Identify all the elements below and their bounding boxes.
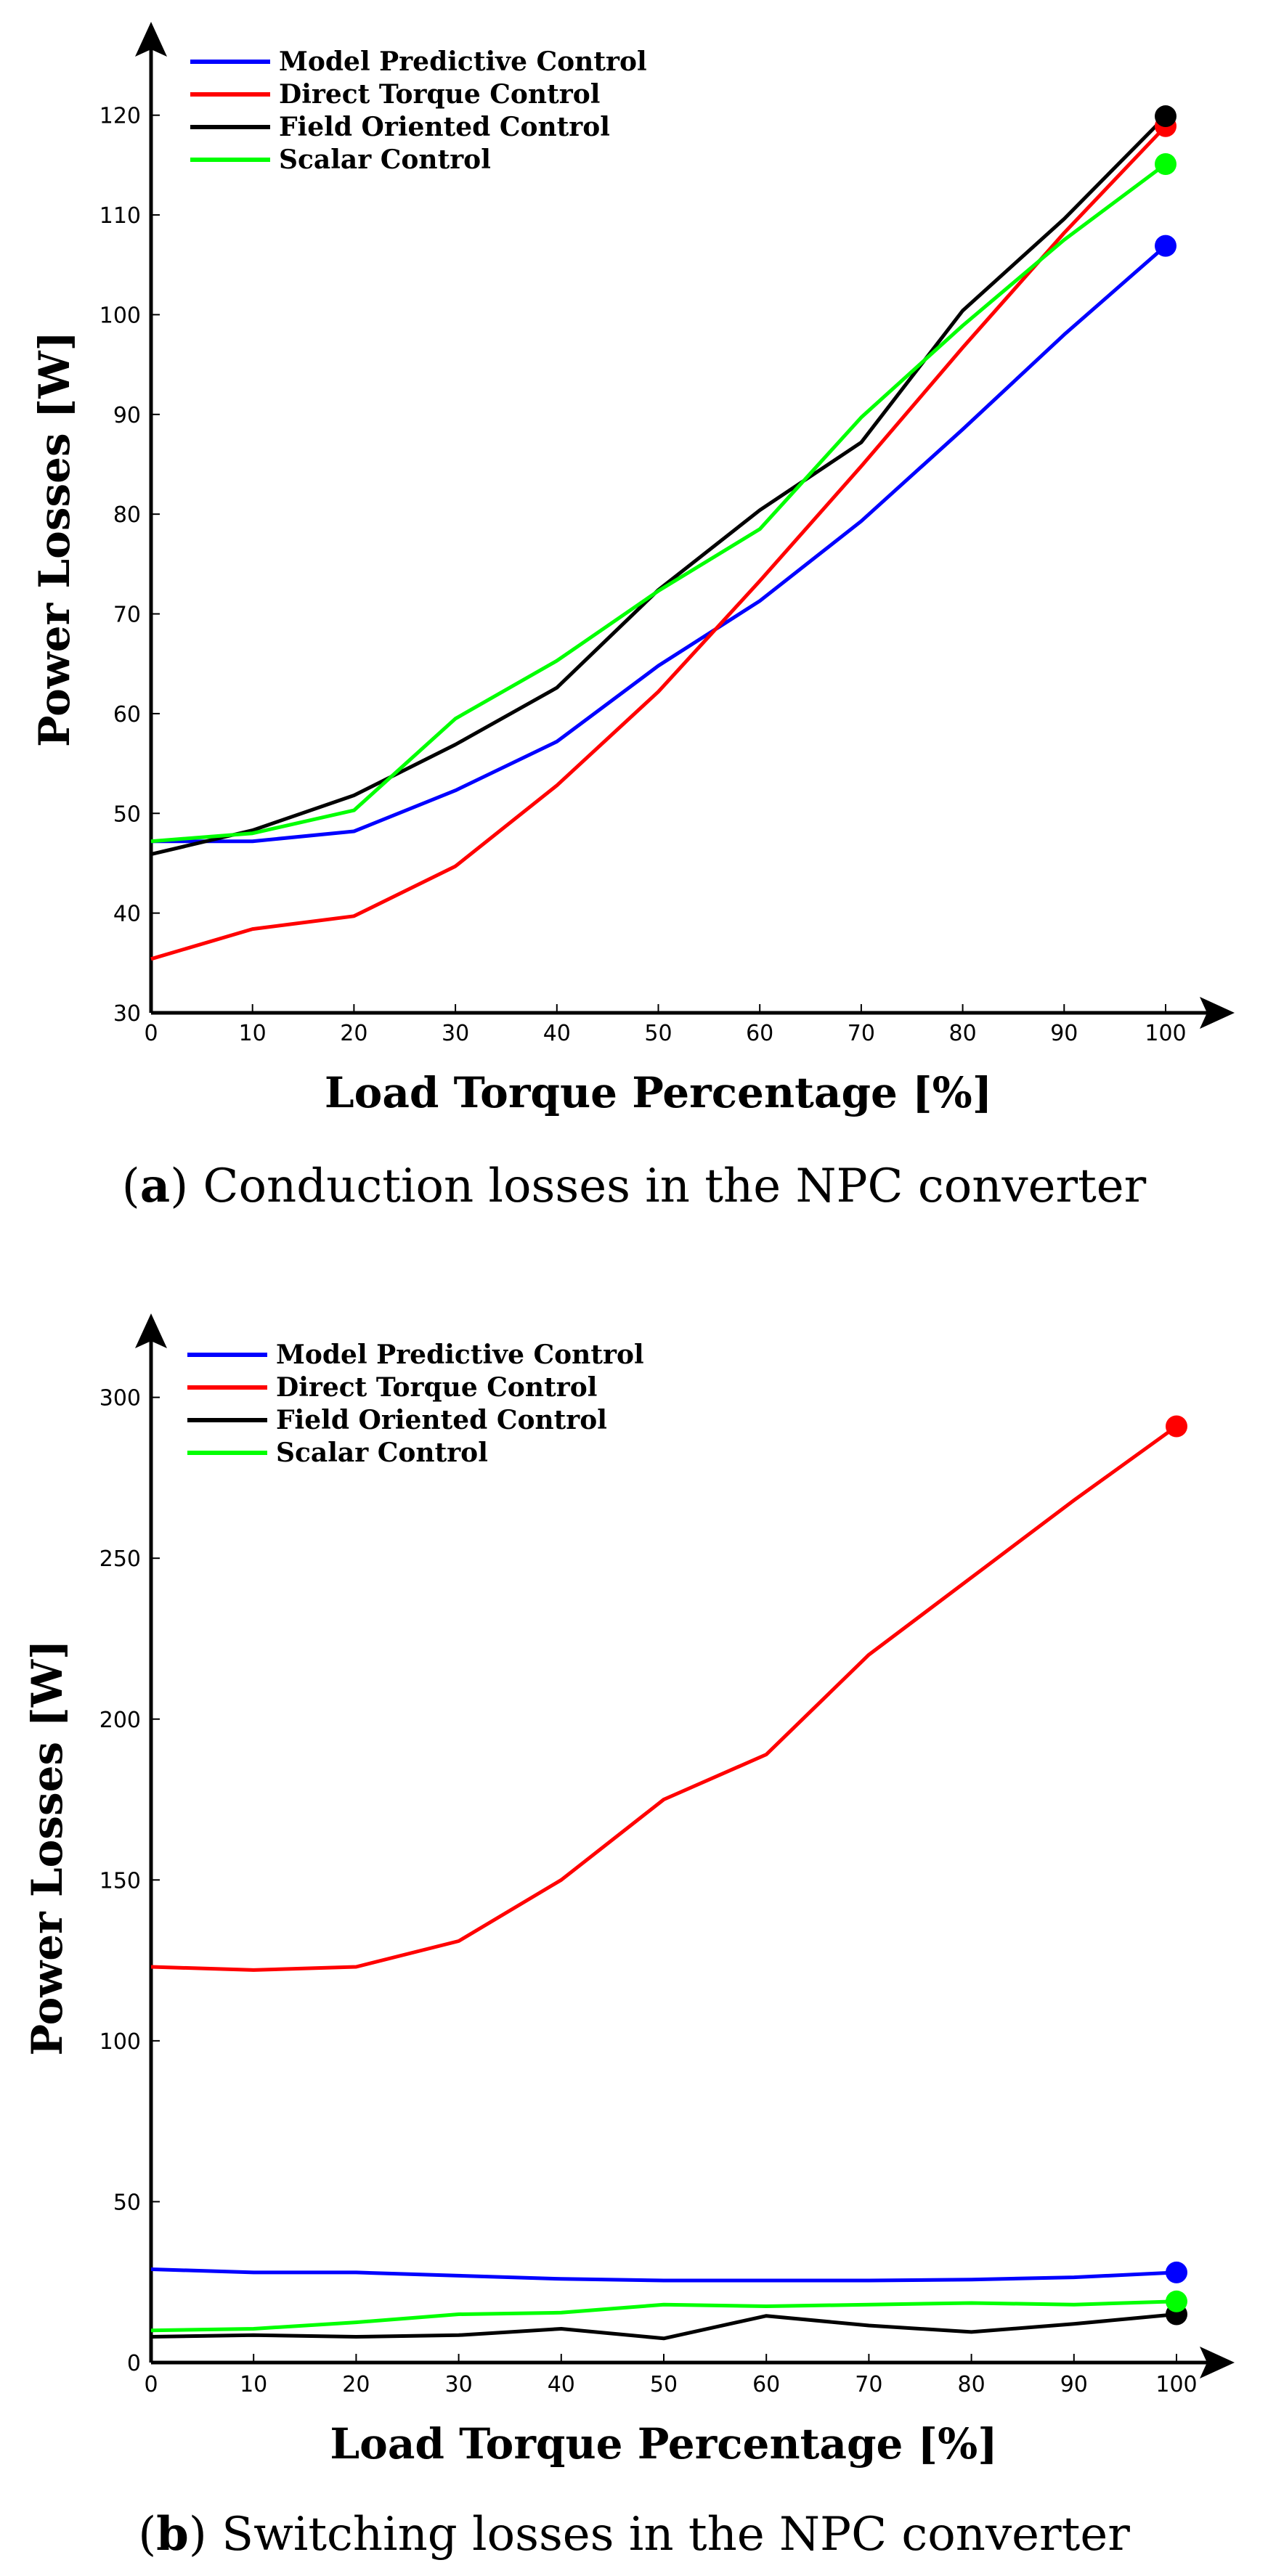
x-tick-label: 100 (1145, 1021, 1186, 1046)
x-tick-labels: 0 10 20 30 40 50 60 70 80 90 100 (144, 2354, 1198, 2397)
x-tick-label: 0 (144, 1021, 158, 1046)
y-tick-label: 40 (113, 902, 141, 927)
x-axis-title: Load Torque Percentage [%] (325, 1068, 992, 1117)
series-line-model-predictive-control (151, 244, 1167, 844)
endpoint-marker-scalar-control (1166, 2290, 1187, 2312)
y-tick-label: 50 (113, 2190, 141, 2215)
y-axis-arrow (135, 22, 167, 57)
x-tick-label: 40 (548, 2372, 575, 2397)
y-tick-label: 50 (113, 802, 141, 827)
y-tick-label: 250 (99, 1546, 141, 1572)
series-line-field-oriented-control (150, 2312, 1177, 2341)
caption-letter: a (140, 1159, 170, 1213)
figure-caption: (b) Switching losses in the NPC converte… (138, 2507, 1130, 2561)
y-tick-label: 80 (113, 502, 141, 528)
x-tick-label: 70 (855, 2372, 882, 2397)
y-tick-label: 60 (113, 702, 141, 727)
series-line-scalar-control (150, 162, 1167, 844)
axes (135, 1313, 1235, 2379)
y-axis-title: Power Losses [W] (23, 1640, 72, 2056)
x-tick-label: 60 (746, 1021, 773, 1046)
x-tick-label: 40 (543, 1021, 571, 1046)
x-tick-label: 90 (1050, 1021, 1078, 1046)
x-tick-labels: 0 10 20 30 40 50 60 70 80 90 100 (144, 1004, 1187, 1046)
y-tick-label: 90 (113, 403, 141, 428)
legend-label-model-predictive-control: Model Predictive Control (276, 1340, 644, 1370)
x-tick-label: 80 (949, 1021, 977, 1046)
series-line-model-predictive-control (150, 2267, 1177, 2283)
endpoint-marker-field-oriented-control (1155, 105, 1176, 128)
legend-label-direct-torque-control: Direct Torque Control (276, 1372, 597, 1403)
caption-text: Switching losses in the NPC converter (222, 2508, 1130, 2561)
x-tick-label: 70 (848, 1021, 875, 1046)
series-line-field-oriented-control (150, 115, 1167, 857)
endpoint-marker-direct-torque-control (1166, 1415, 1187, 1438)
legend-label-model-predictive-control: Model Predictive Control (279, 46, 647, 77)
series-lines (150, 115, 1167, 961)
y-tick-label: 100 (99, 303, 141, 328)
caption-letter: b (156, 2507, 189, 2561)
y-tick-labels: 30 40 50 60 70 80 90 100 110 120 (99, 104, 160, 1027)
x-tick-label: 100 (1155, 2372, 1197, 2397)
y-tick-label: 100 (99, 2029, 141, 2055)
series-lines (150, 1424, 1178, 2341)
x-tick-label: 50 (644, 1021, 672, 1046)
caption-text: Conduction losses in the NPC converter (203, 1159, 1147, 1213)
x-tick-label: 0 (144, 2372, 158, 2397)
y-tick-label: 0 (127, 2351, 141, 2376)
endpoint-markers (1166, 1415, 1187, 2326)
endpoint-marker-model-predictive-control (1166, 2261, 1187, 2283)
y-tick-labels: 0 50 100 150 200 250 300 (99, 1386, 160, 2376)
y-tick-label: 300 (99, 1386, 141, 1411)
legend-label-field-oriented-control: Field Oriented Control (279, 112, 610, 142)
series-line-scalar-control (150, 2299, 1177, 2333)
figure-caption: (a) Conduction losses in the NPC convert… (122, 1159, 1147, 1213)
legend-label-direct-torque-control: Direct Torque Control (279, 79, 600, 110)
x-tick-label: 20 (342, 2372, 370, 2397)
chart-switching-losses: 0 10 20 30 40 50 60 70 80 90 100 0 50 100 150 200 250 300… (23, 1313, 1235, 2561)
y-tick-label: 120 (99, 104, 141, 129)
x-tick-label: 80 (958, 2372, 985, 2397)
y-tick-label: 110 (99, 203, 141, 229)
y-tick-label: 30 (113, 1001, 141, 1027)
x-tick-label: 30 (445, 2372, 473, 2397)
chart-conduction-losses: 0 10 20 30 40 50 60 70 80 90 100 30 40 50 60 70 80 90 100 1… (30, 22, 1235, 1213)
x-tick-label: 10 (239, 1021, 267, 1046)
y-tick-label: 70 (113, 603, 141, 628)
legend-label-scalar-control: Scalar Control (279, 144, 491, 175)
x-tick-label: 10 (240, 2372, 267, 2397)
x-tick-label: 20 (340, 1021, 367, 1046)
legend-label-field-oriented-control: Field Oriented Control (276, 1405, 607, 1435)
series-line-direct-torque-control (150, 125, 1167, 961)
x-tick-label: 90 (1060, 2372, 1088, 2397)
y-axis-arrow (135, 1313, 167, 1348)
endpoint-marker-model-predictive-control (1155, 235, 1176, 257)
endpoint-marker-scalar-control (1155, 152, 1176, 175)
y-tick-label: 150 (99, 1868, 141, 1894)
x-axis-title: Load Torque Percentage [%] (330, 2419, 997, 2469)
x-tick-label: 50 (650, 2372, 678, 2397)
legend-label-scalar-control: Scalar Control (276, 1438, 488, 1468)
series-line-direct-torque-control (150, 1424, 1178, 1972)
endpoint-markers (1155, 105, 1176, 257)
x-tick-label: 60 (752, 2372, 780, 2397)
x-tick-label: 30 (442, 1021, 469, 1046)
y-tick-label: 200 (99, 1708, 141, 1733)
x-axis-arrow (1200, 997, 1235, 1029)
axes (135, 22, 1235, 1029)
x-axis-arrow (1200, 2347, 1235, 2379)
y-axis-title: Power Losses [W] (30, 331, 79, 747)
